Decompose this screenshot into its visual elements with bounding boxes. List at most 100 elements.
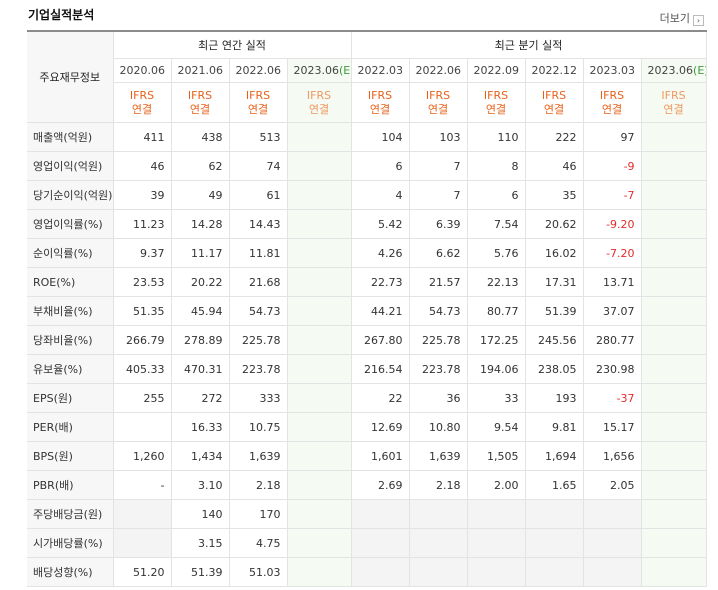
value-cell	[112, 499, 172, 529]
value-cell	[286, 557, 352, 587]
row-label: 시가배당률(%)	[27, 528, 114, 558]
more-link[interactable]: 더보기 ›	[660, 10, 704, 26]
value-cell	[286, 267, 352, 297]
value-cell: 278.89	[170, 325, 230, 355]
basis-cell: IFRS 연결	[466, 82, 526, 123]
value-cell: 170	[228, 499, 288, 529]
value-cell: 10.75	[228, 412, 288, 442]
value-cell	[640, 122, 707, 152]
value-cell: 193	[524, 383, 584, 413]
value-cell	[408, 528, 468, 558]
value-cell: 21.68	[228, 267, 288, 297]
estimate-mark: (E)	[693, 64, 705, 77]
value-cell	[286, 470, 352, 500]
value-cell: 2.18	[408, 470, 468, 500]
value-cell	[112, 412, 172, 442]
value-cell: 36	[408, 383, 468, 413]
basis: IFRS	[245, 88, 271, 102]
value-cell	[286, 354, 352, 384]
value-cell: 97	[582, 122, 642, 152]
basis: IFRS	[425, 88, 451, 102]
value-cell: 13.71	[582, 267, 642, 297]
value-cell	[286, 383, 352, 413]
value-cell	[286, 180, 352, 210]
value-cell	[640, 209, 707, 239]
data-row: 순이익률(%) 9.37 11.17 11.81 4.26 6.62 5.76 16.02 -7…	[27, 238, 707, 268]
row-label: BPS(원)	[27, 441, 114, 471]
basis-cell: IFRS 연결	[408, 82, 468, 123]
value-cell	[350, 557, 410, 587]
value-cell: 9.81	[524, 412, 584, 442]
row-label: ROE(%)	[27, 267, 114, 297]
basis: IFRS	[306, 88, 332, 102]
date: 2021.06	[177, 64, 224, 77]
value-cell: 255	[112, 383, 172, 413]
value-cell: 238.05	[524, 354, 584, 384]
basis: IFRS	[187, 88, 213, 102]
data-row: 영업이익(억원) 46 62 74 6 7 8 46 -9	[27, 151, 707, 181]
value-cell: 44.21	[350, 296, 410, 326]
row-label: 매출액(억원)	[27, 122, 114, 152]
basis: 연결	[601, 102, 623, 116]
date: 2023.03	[589, 64, 636, 77]
value-cell: 22	[350, 383, 410, 413]
date-cell: 2021.06	[170, 58, 230, 83]
basis-cell: IFRS 연결	[640, 82, 707, 123]
value-cell: 245.56	[524, 325, 584, 355]
value-cell	[640, 354, 707, 384]
value-cell	[286, 238, 352, 268]
value-cell: 14.43	[228, 209, 288, 239]
value-cell: 1,694	[524, 441, 584, 471]
value-cell: 3.10	[170, 470, 230, 500]
value-cell: 411	[112, 122, 172, 152]
date-cell: 2023.03	[582, 58, 642, 83]
data-row: ROE(%) 23.53 20.22 21.68 22.73 21.57 22.13 17.3…	[27, 267, 707, 297]
value-cell: 5.76	[466, 238, 526, 268]
value-cell	[524, 557, 584, 587]
basis-cell: IFRS 연결	[112, 82, 172, 123]
value-cell: 4	[350, 180, 410, 210]
value-cell	[286, 325, 352, 355]
basis: 연결	[485, 102, 507, 116]
value-cell: 7.54	[466, 209, 526, 239]
value-cell: 62	[170, 151, 230, 181]
finance-table: 주요재무정보 최근 연간 실적 최근 분기 실적 2020.06 2021.06 2022…	[27, 30, 707, 587]
group-header: 최근 연간 실적	[112, 30, 352, 59]
value-cell: 194.06	[466, 354, 526, 384]
row-label: 영업이익률(%)	[27, 209, 114, 239]
more-icon[interactable]: ›	[693, 15, 704, 26]
value-cell: 61	[228, 180, 288, 210]
data-row: 시가배당률(%) 3.15 4.75	[27, 528, 707, 558]
value-cell: 49	[170, 180, 230, 210]
value-cell: 280.77	[582, 325, 642, 355]
value-cell: 3.15	[170, 528, 230, 558]
value-cell	[640, 267, 707, 297]
value-cell: 46	[524, 151, 584, 181]
basis: 연결	[369, 102, 391, 116]
value-cell: 7	[408, 180, 468, 210]
value-cell: 4.75	[228, 528, 288, 558]
row-label: 순이익률(%)	[27, 238, 114, 268]
basis-cell: IFRS 연결	[228, 82, 288, 123]
basis: IFRS	[129, 88, 155, 102]
more-text[interactable]: 더보기	[659, 12, 690, 25]
date-cell: 2022.06	[408, 58, 468, 83]
value-cell: 222	[524, 122, 584, 152]
value-cell	[640, 470, 707, 500]
row-label: 당좌비율(%)	[27, 325, 114, 355]
value-cell: 37.07	[582, 296, 642, 326]
value-cell: 103	[408, 122, 468, 152]
value-cell	[286, 499, 352, 529]
data-row: BPS(원) 1,260 1,434 1,639 1,601 1,639 1,505 1,69…	[27, 441, 707, 471]
value-cell: 1.65	[524, 470, 584, 500]
value-cell	[286, 441, 352, 471]
basis-cell: IFRS 연결	[524, 82, 584, 123]
value-cell	[582, 499, 642, 529]
value-cell: 12.69	[350, 412, 410, 442]
corner-cell: 주요재무정보	[27, 30, 114, 123]
value-cell: 51.39	[524, 296, 584, 326]
value-cell: 23.53	[112, 267, 172, 297]
value-cell	[640, 238, 707, 268]
value-cell	[350, 499, 410, 529]
basis: IFRS	[599, 88, 625, 102]
